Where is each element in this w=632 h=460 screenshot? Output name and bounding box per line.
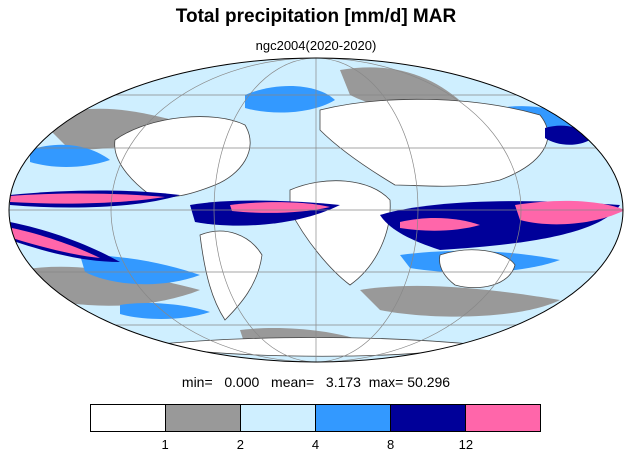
plot-title: Total precipitation [mm/d] MAR [175,6,457,27]
min-label: min= [181,374,213,390]
colorbar-box [466,405,540,431]
colorbar-tick-label: 1 [161,437,169,452]
globe-outline [8,57,624,363]
precip-band-12-plus [10,193,623,258]
statistics-line: min= 0.000 mean= 3.173 max= 50.296 [0,374,632,390]
mean-label: mean= [271,374,315,390]
max-label: max= [368,374,404,390]
colorbar-box [391,405,466,431]
colorbar-tick-label: 2 [236,437,244,452]
colorbar-tick-label: 4 [311,437,320,452]
eurasia [319,98,549,187]
mean-value: 3.173 [325,374,361,390]
max-value: 50.296 [407,374,451,390]
colorbar-tick-label: 8 [387,437,395,452]
min-value: 0.000 [224,374,260,390]
colorbar-box [316,405,391,431]
colorbar-tick-label: 12 [458,437,474,452]
map-field [9,58,623,362]
graticule [9,58,623,362]
colorbar-box [166,405,241,431]
plot-subtitle: ngc2004(2020-2020) [255,38,377,53]
colorbar-box [91,405,166,431]
south-america [199,230,263,321]
land-dry-areas [114,98,549,357]
colorbar [90,404,541,432]
colorbar-box [241,405,316,431]
